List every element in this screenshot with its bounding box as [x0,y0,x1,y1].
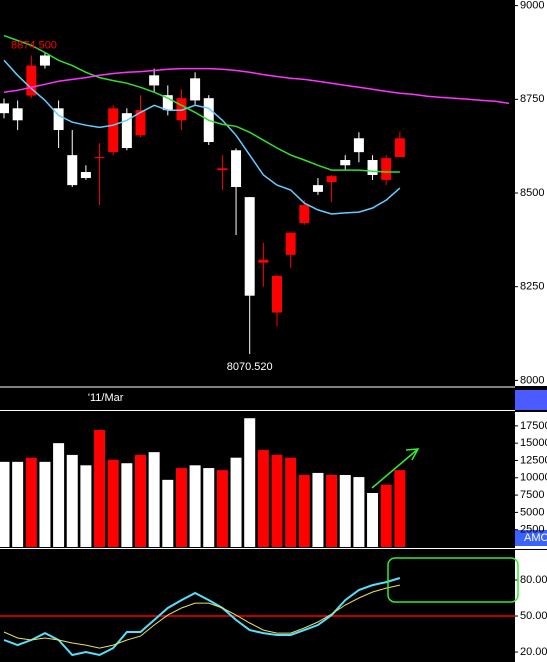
y-tick-label: 8750 [520,93,544,105]
volume-bar [39,461,51,547]
candle-body [299,204,310,223]
candle-body [121,113,132,149]
volume-bar [189,465,201,547]
candle-body [0,103,9,114]
volume-bar [162,479,174,547]
candle-body [176,98,187,121]
y-tick-label: 2500 [520,524,544,536]
highlight-box [387,557,519,603]
volume-bar [244,418,256,547]
candle-body [39,55,50,66]
candle-body [190,78,201,101]
y-tick-label: 8250 [520,281,544,293]
candle-body [244,197,255,296]
candle-body [340,160,351,166]
volume-bar [53,443,65,547]
candle-body [67,155,78,186]
volume-bar [326,475,338,547]
candle-body [231,150,242,188]
trend-arrow [371,448,419,489]
volume-bar [339,475,351,547]
volume-bar [135,454,146,547]
volume-bar [353,477,365,547]
volume-bar [25,457,37,547]
y-tick-label: 80.00 [520,574,547,586]
y-tick-label: 8500 [520,187,544,199]
candle-body [272,275,282,313]
candle-body [285,232,296,255]
volume-bar [298,475,310,547]
volume-bar [394,470,406,547]
volume-bar [312,472,324,547]
candle-body [26,65,37,96]
y-tick-label: 7500 [520,489,544,501]
volume-bar [216,470,228,547]
volume-bar [66,454,78,547]
price-axis [515,0,547,386]
y-tick-label: 12500 [520,454,547,466]
volume-bar [148,452,160,547]
moving-average [3,67,510,105]
volume-bar [380,484,392,547]
volume-bar [94,430,106,547]
volume-bar [271,454,283,547]
candle-body [149,75,160,86]
y-tick-label: 17500 [520,420,547,432]
y-tick-label: 8000 [520,374,544,386]
candle-body [394,138,405,158]
candle-body [217,168,228,171]
candle-body [80,172,91,179]
y-tick-label: 5000 [520,506,544,518]
candle-body [12,108,23,121]
arrow-head [405,448,420,461]
indicator-label: AMO [524,532,547,544]
scrollbar[interactable] [515,390,547,410]
volume-bar [285,457,297,547]
volume-bar [257,450,269,547]
volume-bar [121,463,133,547]
candle-body [326,176,337,183]
x-tick-label: '11/Mar [88,392,124,404]
volume-bar [230,457,242,547]
y-tick-label: 10000 [520,472,547,484]
volume-bar [203,468,215,547]
oscillator-axis [515,550,547,662]
oscillator-line [3,584,401,649]
volume-bar [80,465,92,547]
candle-body [367,160,378,176]
candle-body [381,158,392,180]
volume-bar [367,493,379,547]
moving-average [3,59,401,215]
y-tick-label: 15000 [520,437,547,449]
volume-bar [175,468,187,547]
y-tick-label: 9000 [520,0,544,12]
volume-bar [107,459,119,547]
indicator-box [515,530,547,546]
annotation: 8070.520 [227,361,273,373]
candle-body [353,138,364,153]
y-tick-label: 50.00 [520,610,547,622]
candle-body [94,157,105,159]
volume-bar [12,461,24,547]
volume-bar [0,461,10,547]
candle-body [162,95,173,111]
candle-body [53,108,64,131]
candle-body [312,185,323,192]
annotation: 8874.500 [11,40,57,52]
moving-average [3,34,400,173]
y-tick-label: 20.00 [520,646,547,658]
candle-body [135,110,146,136]
volume-axis [515,412,547,548]
candle-body [108,108,119,153]
candle-body [258,259,269,263]
